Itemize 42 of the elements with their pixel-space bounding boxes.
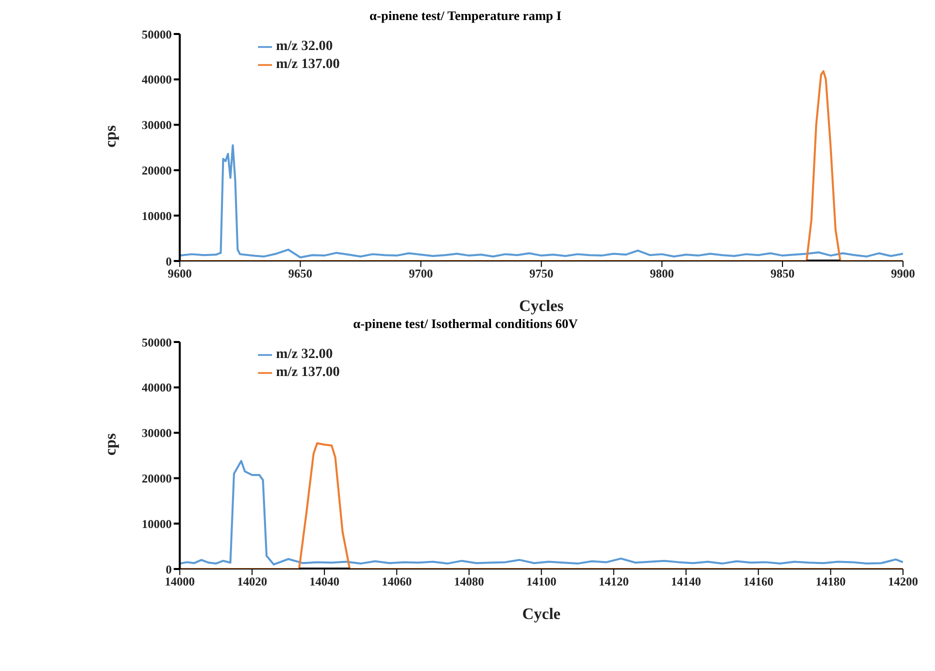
x-tick-label: 14140: [671, 574, 702, 589]
x-tick-label: 14000: [164, 574, 195, 589]
chart-title: α-pinene test/ Temperature ramp I: [368, 8, 562, 25]
y-axis-title: cps: [102, 125, 120, 148]
x-axis-title: Cycle: [522, 606, 560, 623]
y-tick-label: 10000: [142, 208, 172, 223]
x-tick-label: 9850: [770, 266, 794, 281]
x-tick-label: 9750: [529, 266, 554, 281]
x-tick-label: 14060: [382, 574, 412, 589]
y-tick-label: 50000: [142, 27, 172, 42]
line-series: [180, 460, 903, 566]
x-tick-label: 9800: [650, 266, 674, 281]
x-axis-title: Cycles: [519, 298, 564, 315]
line-series: [180, 144, 903, 258]
x-tick-label: 9650: [288, 266, 312, 281]
legend-label: m/z 32.00: [276, 39, 333, 54]
legend-label: m/z 137.00: [276, 365, 340, 380]
y-tick-label: 30000: [142, 426, 172, 440]
y-tick-label: 20000: [142, 471, 172, 486]
x-tick-label: 14160: [743, 574, 774, 589]
x-tick-label: 9700: [408, 266, 433, 281]
y-tick-label: 50000: [142, 335, 172, 350]
chart-title: α-pinene test/ Isothermal conditions 60V: [352, 316, 579, 333]
y-tick-label: 20000: [142, 163, 172, 178]
x-tick-label: 14100: [526, 574, 556, 589]
x-tick-label: 14040: [309, 574, 340, 589]
legend-label: m/z 32.00: [276, 347, 333, 362]
y-tick-label: 40000: [142, 380, 172, 395]
x-tick-label: 14120: [598, 574, 629, 589]
x-tick-label: 14180: [816, 574, 846, 589]
y-tick-label: 10000: [142, 516, 172, 531]
x-tick-label: 14080: [454, 574, 484, 589]
y-tick-label: 0: [166, 254, 172, 268]
x-tick-label: 9600: [168, 266, 192, 281]
y-tick-label: 40000: [142, 72, 172, 87]
x-tick-label: 9900: [891, 266, 915, 281]
x-tick-label: 14020: [237, 574, 268, 589]
y-tick-label: 0: [166, 562, 172, 576]
x-tick-label: 14200: [888, 574, 918, 589]
y-axis-title: cps: [102, 433, 120, 456]
y-tick-label: 30000: [142, 118, 172, 132]
legend-label: m/z 137.00: [276, 57, 340, 72]
